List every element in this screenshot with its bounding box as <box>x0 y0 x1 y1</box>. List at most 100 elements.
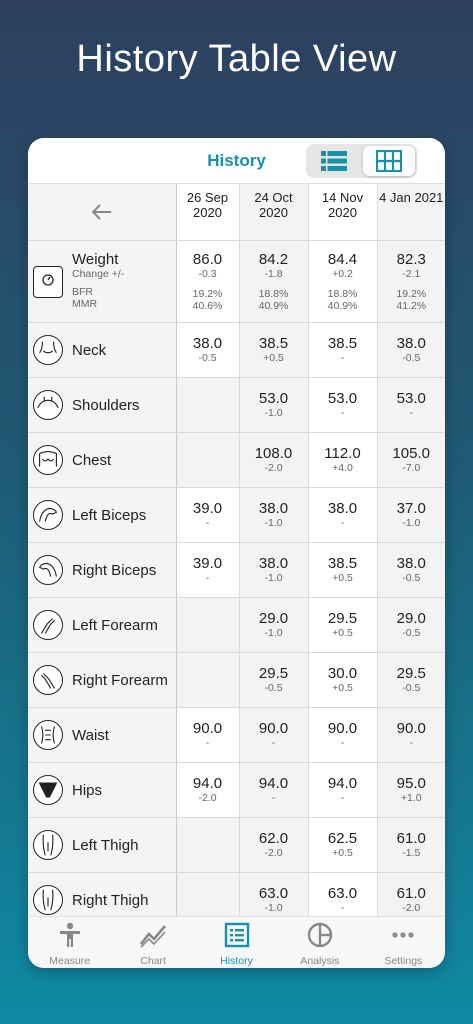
cell-delta: -0.5 <box>402 682 421 694</box>
cell-value: 29.0 <box>258 610 289 627</box>
cell-delta: - <box>340 902 345 914</box>
cell-value: 94.0 <box>327 775 358 792</box>
cell-delta: +0.5 <box>332 572 353 584</box>
cell-value: 84.2 <box>258 251 289 268</box>
list-view-button[interactable] <box>308 146 360 176</box>
cell-delta: -2.0 <box>264 847 283 859</box>
table-row[interactable]: Right Thigh 63.0 -1.0 63.0-61.0 -2.0 <box>28 872 445 916</box>
cell-delta: - <box>409 737 414 749</box>
table-view-button[interactable] <box>363 146 415 176</box>
date-header[interactable]: 14 Nov 2020 <box>308 184 378 241</box>
nav-label: Analysis <box>300 955 340 967</box>
cell-value: 63.0 <box>258 885 289 902</box>
cell-delta: - <box>340 407 345 419</box>
row-label: Waist <box>72 726 109 744</box>
right-biceps-icon <box>33 555 63 585</box>
cell-delta: -1.0 <box>264 902 283 914</box>
cell-mmr: 40.6% <box>192 300 223 312</box>
cell-value: 37.0 <box>396 500 426 517</box>
table-row[interactable]: Left Thigh 62.0 -2.0 62.5 +0.5 61.0 -1.5 <box>28 817 445 873</box>
cell-delta: +0.5 <box>332 682 353 694</box>
cell-value: 30.0 <box>327 665 358 682</box>
person-icon <box>59 922 80 947</box>
cell-delta: -0.5 <box>264 682 283 694</box>
scale-icon <box>33 265 63 298</box>
nav-label: History <box>220 955 253 967</box>
nav-settings[interactable]: Settings <box>362 917 445 968</box>
cell-value: 86.0 <box>192 251 223 268</box>
row-label: Chest <box>72 451 112 469</box>
cell-delta: -0.5 <box>402 572 421 584</box>
table-row[interactable]: Right Forearm 29.5 -0.5 30.0 +0.5 29.5 -0.5 <box>28 652 445 708</box>
nav-label: Chart <box>140 955 166 967</box>
table-row-weight[interactable]: Weight Change +/- BFR MMR 86.0 -0.3 19.2% 4… <box>28 240 445 323</box>
cell-bfr: 19.2% <box>192 288 223 300</box>
cell-value: 90.0 <box>327 720 358 737</box>
cell-mmr: 41.2% <box>396 300 427 312</box>
mmr-label: MMR <box>72 298 98 310</box>
cell-delta: - <box>340 352 345 364</box>
table-row[interactable]: Left Forearm 29.0 -1.0 29.5 +0.5 29.0 -0.5 <box>28 597 445 653</box>
cell-value: 90.0 <box>192 720 223 737</box>
right-forearm-icon <box>33 665 63 695</box>
grid-icon <box>376 150 402 172</box>
nav-analysis[interactable]: Analysis <box>278 917 361 968</box>
page-title: History <box>207 151 266 170</box>
cell-value: 90.0 <box>396 720 426 737</box>
pie-icon <box>307 922 333 948</box>
right-thigh-icon <box>33 885 63 915</box>
cell-delta: -0.5 <box>402 352 421 364</box>
cell-value: 62.5 <box>327 830 358 847</box>
back-arrow-icon[interactable] <box>91 204 112 220</box>
app-card: History <box>28 138 445 968</box>
date-line1: 24 Oct <box>254 190 293 205</box>
cell-delta: - <box>271 737 276 749</box>
cell-delta: -1.0 <box>264 627 283 639</box>
row-label: Left Biceps <box>72 506 147 524</box>
cell-delta: - <box>205 517 210 529</box>
table-row[interactable]: Right Biceps 39.0-38.0 -1.0 38.5 +0.5 38.0 -0.… <box>28 542 445 598</box>
row-label: Weight <box>72 251 119 268</box>
table-row[interactable]: Shoulders 53.0 -1.0 53.0-53.0- <box>28 377 445 433</box>
cell-delta: -2.0 <box>264 462 283 474</box>
cell-delta: +1.0 <box>400 792 422 804</box>
table-row[interactable]: Left Biceps 39.0-38.0 -1.0 38.0-37.0 -1.0 <box>28 487 445 543</box>
cell-delta: -0.5 <box>198 352 217 364</box>
table-row[interactable]: Chest 108.0 -2.0 112.0 +4.0 105.0 -7.0 <box>28 432 445 488</box>
nav-measure[interactable]: Measure <box>28 917 111 968</box>
history-table[interactable]: 26 Sep 2020 24 Oct 2020 14 Nov 2020 4 Jan 2… <box>28 184 445 916</box>
date-line2: 2020 <box>259 205 288 220</box>
cell-delta: -1.0 <box>264 517 283 529</box>
date-line1: 14 Nov <box>321 190 364 205</box>
cell-value: 38.0 <box>192 335 223 352</box>
nav-chart[interactable]: Chart <box>111 917 194 968</box>
cell-value: 112.0 <box>324 445 361 462</box>
chart-line-icon <box>140 925 167 948</box>
date-header[interactable]: 4 Jan 2021 <box>377 184 445 241</box>
row-label: Left Thigh <box>72 836 139 854</box>
nav-label: Measure <box>49 955 91 967</box>
nav-label: Settings <box>384 955 423 967</box>
row-label: Hips <box>72 781 103 799</box>
cell-delta: - <box>205 572 210 584</box>
cell-value: 38.0 <box>258 555 289 572</box>
table-row[interactable]: Waist 90.0-90.0-90.0-90.0- <box>28 707 445 763</box>
date-header[interactable]: 24 Oct 2020 <box>239 184 309 241</box>
cell-delta: -2.0 <box>198 792 217 804</box>
cell-value: 29.0 <box>396 610 426 627</box>
row-label: Shoulders <box>72 396 140 414</box>
cell-value: 29.5 <box>396 665 426 682</box>
left-thigh-icon <box>33 830 63 860</box>
cell-value: 62.0 <box>258 830 289 847</box>
cell-value: 38.0 <box>258 500 289 517</box>
cell-value: 53.0 <box>396 390 426 407</box>
table-row[interactable]: Hips 94.0 -2.0 94.0-94.0-95.0 +1.0 <box>28 762 445 818</box>
table-row[interactable]: Neck 38.0 -0.5 38.5 +0.5 38.5-38.0 -0.5 <box>28 322 445 378</box>
row-label: Right Forearm <box>72 671 168 689</box>
cell-delta: - <box>271 792 276 804</box>
cell-value: 82.3 <box>396 251 426 268</box>
date-line2: 2020 <box>193 205 222 220</box>
date-header[interactable]: 26 Sep 2020 <box>176 184 240 241</box>
nav-history[interactable]: History <box>195 917 278 968</box>
cell-value: 84.4 <box>327 251 358 268</box>
